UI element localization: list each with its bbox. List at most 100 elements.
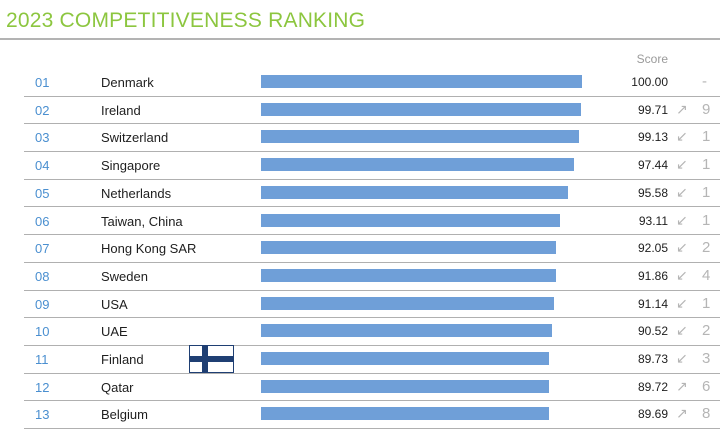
rank-label: 09	[35, 296, 50, 312]
rank-change: 6	[702, 377, 711, 395]
bar-singapore	[261, 158, 574, 172]
row-divider	[24, 234, 720, 236]
country-label: Singapore	[101, 158, 161, 174]
country-label: USA	[101, 296, 128, 312]
score-value: 91.14	[637, 296, 668, 311]
trend-down-icon: ↙	[676, 156, 688, 173]
table-row: 04 Singapore 97.44 ↙ 1	[0, 152, 720, 180]
table-row: 09 USA 91.14 ↙ 1	[0, 291, 720, 319]
country-label: Denmark	[101, 75, 154, 90]
rank-change: -	[702, 73, 707, 90]
country-label: Hong Kong SAR	[101, 241, 197, 257]
country-label: Finland	[101, 352, 144, 367]
row-divider	[24, 151, 720, 153]
trend-up-icon: ↗	[676, 377, 688, 394]
trend-up-icon: ↗	[676, 100, 688, 117]
score-value: 89.72	[637, 379, 668, 394]
row-divider	[24, 95, 720, 97]
rank-change: 9	[702, 100, 711, 118]
trend-down-icon: ↙	[676, 266, 688, 283]
rank-label: 02	[35, 102, 50, 118]
country-label: Ireland	[101, 102, 141, 118]
rank-change: 3	[702, 350, 711, 367]
title-divider	[0, 38, 720, 40]
row-divider	[24, 123, 720, 125]
rank-label: 07	[35, 241, 50, 257]
trend-down-icon: ↙	[676, 322, 688, 339]
rank-label: 04	[35, 158, 50, 174]
row-divider	[24, 428, 720, 430]
row-divider	[24, 317, 720, 319]
bar-switzerland	[261, 130, 580, 144]
table-row: 07 Hong Kong SAR 92.05 ↙ 2	[0, 235, 720, 263]
bar-belgium	[261, 407, 549, 421]
bar-ireland	[261, 102, 582, 116]
country-label: Switzerland	[101, 130, 169, 146]
rank-change: 1	[702, 128, 711, 146]
trend-down-icon: ↙	[676, 350, 688, 366]
score-value: 89.69	[637, 407, 668, 422]
rank-change: 2	[702, 239, 711, 257]
row-divider	[24, 372, 720, 374]
rank-change: 1	[702, 294, 711, 312]
table-row: 11 Finland 89.73 ↙ 3	[0, 346, 720, 374]
bar-hong-kong-sar	[261, 241, 557, 255]
table-row: 10 UAE 90.52 ↙ 2	[0, 318, 720, 346]
table-row: 02 Ireland 99.71 ↗ 9	[0, 97, 720, 125]
trend-down-icon: ↙	[676, 239, 688, 256]
table-row: 13 Belgium 89.69 ↗ 8	[0, 401, 720, 430]
table-row: 06 Taiwan, China 93.11 ↙ 1	[0, 208, 720, 236]
country-label: Netherlands	[101, 185, 172, 201]
trend-down-icon: ↙	[676, 183, 688, 200]
country-label: Qatar	[101, 379, 134, 395]
trend-down-icon: ↙	[676, 128, 688, 145]
score-value: 95.58	[637, 185, 668, 200]
row-divider	[24, 289, 720, 291]
bar-denmark	[261, 75, 582, 88]
bar-qatar	[261, 379, 549, 393]
row-divider	[24, 400, 720, 402]
country-label: Taiwan, China	[101, 213, 183, 229]
rank-change: 4	[702, 266, 711, 284]
country-label: Belgium	[101, 407, 148, 423]
bar-sweden	[261, 268, 556, 282]
table-row: 08 Sweden 91.86 ↙ 4	[0, 263, 720, 291]
row-divider	[24, 344, 720, 346]
score-value: 100.00	[631, 75, 668, 89]
rank-label: 10	[35, 324, 50, 340]
rank-label: 08	[35, 268, 50, 284]
bar-netherlands	[261, 185, 568, 199]
bar-uae	[261, 324, 552, 338]
table-row: 12 Qatar 89.72 ↗ 6	[0, 374, 720, 402]
rank-change: 1	[702, 211, 711, 229]
bar-usa	[261, 296, 554, 310]
trend-down-icon: ↙	[676, 294, 688, 311]
table-row: 03 Switzerland 99.13 ↙ 1	[0, 124, 720, 153]
table-row: 05 Netherlands 95.58 ↙ 1	[0, 180, 720, 208]
bar-finland	[261, 352, 550, 365]
bar-taiwan-china	[261, 213, 560, 227]
rank-change: 1	[702, 156, 711, 174]
rank-change: 2	[702, 322, 711, 340]
score-value: 92.05	[637, 241, 668, 256]
score-value: 91.86	[637, 268, 668, 283]
score-value: 99.71	[637, 102, 668, 117]
rank-label: 12	[35, 379, 50, 395]
score-value: 97.44	[637, 158, 668, 173]
row-divider	[24, 261, 720, 263]
row-divider	[24, 178, 720, 180]
row-divider	[24, 206, 720, 208]
score-value: 93.11	[638, 213, 668, 228]
score-value: 90.52	[637, 324, 668, 339]
score-value: 89.73	[637, 352, 668, 366]
trend-down-icon: ↙	[676, 211, 688, 228]
trend-up-icon: ↗	[676, 405, 688, 422]
rank-change: 1	[702, 183, 711, 201]
finland-flag-icon	[189, 345, 234, 373]
table-row: 01 Denmark 100.00 -	[0, 69, 720, 97]
chart-title: 2023 COMPETITIVENESS RANKING	[6, 9, 366, 32]
rank-label: 13	[35, 407, 50, 423]
rank-change: 8	[702, 405, 711, 423]
score-value: 99.13	[637, 130, 668, 145]
country-label: UAE	[101, 324, 128, 340]
